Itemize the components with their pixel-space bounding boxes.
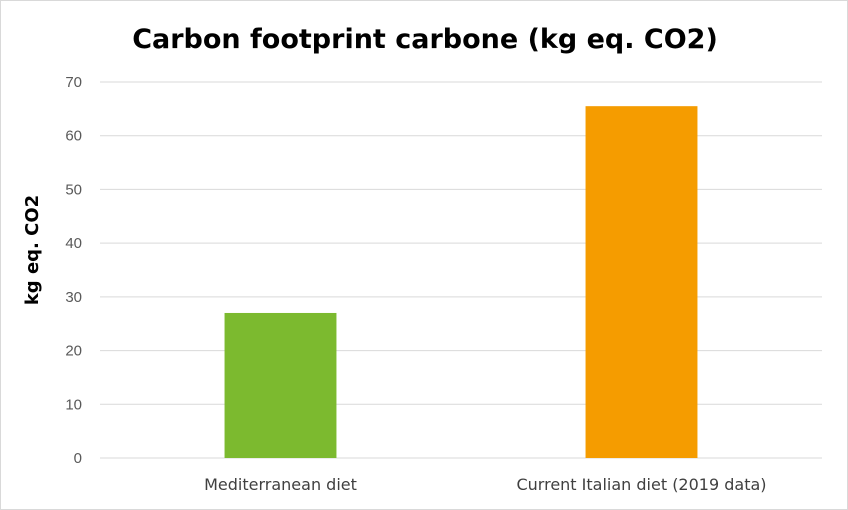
- y-axis-label: kg eq. CO2: [22, 195, 43, 305]
- y-tick-label: 50: [65, 181, 82, 198]
- y-tick-label: 40: [65, 235, 82, 252]
- category-label: Current Italian diet (2019 data): [516, 475, 766, 494]
- bars: [224, 106, 698, 459]
- y-tick-label: 30: [65, 289, 82, 306]
- y-tick-label: 20: [65, 343, 82, 360]
- category-label: Mediterranean diet: [204, 475, 357, 494]
- y-tick-label: 60: [65, 128, 82, 145]
- y-tick-label: 10: [65, 396, 82, 413]
- chart-title: Carbon footprint carbone (kg eq. CO2): [132, 24, 718, 55]
- category-labels: Mediterranean diet Current Italian diet (…: [204, 475, 766, 494]
- bar-1: [224, 312, 337, 458]
- y-tick-labels: 0 10 20 30 40 50 60 70: [65, 74, 82, 467]
- bar-2: [585, 106, 698, 459]
- gridlines: [100, 81, 822, 459]
- y-tick-label: 70: [65, 74, 82, 91]
- y-tick-label: 0: [74, 450, 82, 467]
